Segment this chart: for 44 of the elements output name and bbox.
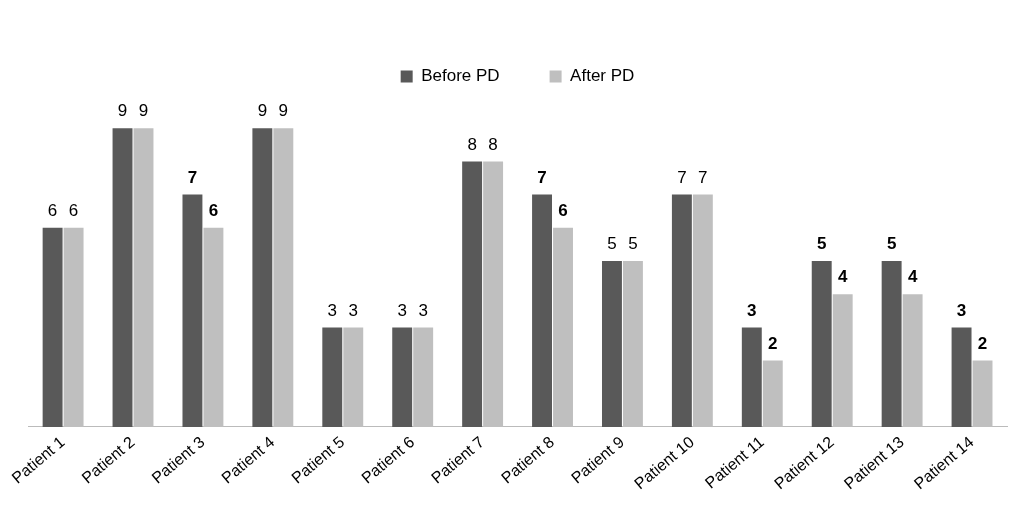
data-label: 3 — [418, 300, 428, 320]
data-label: 2 — [977, 333, 988, 353]
data-label: 5 — [628, 234, 638, 254]
data-label: 2 — [768, 333, 778, 353]
data-label: 9 — [138, 101, 149, 121]
bar — [811, 260, 832, 427]
bar — [671, 194, 692, 427]
data-label: 3 — [397, 300, 407, 320]
data-label: 3 — [747, 300, 757, 320]
data-label: 6 — [47, 200, 58, 220]
bar — [42, 227, 63, 427]
bar — [602, 260, 622, 427]
bar — [951, 327, 972, 427]
data-label: 5 — [607, 234, 617, 254]
data-label: 3 — [956, 300, 967, 320]
bar — [182, 194, 203, 427]
data-label: 9 — [278, 101, 289, 121]
data-label: 8 — [488, 134, 498, 154]
data-label: 7 — [677, 167, 687, 187]
data-label: 7 — [187, 167, 198, 187]
bar — [741, 327, 762, 427]
legend-label: After PD — [570, 66, 635, 86]
data-label: 8 — [467, 134, 477, 154]
data-label: 6 — [208, 200, 219, 220]
bar — [881, 260, 902, 427]
bar — [112, 128, 133, 427]
data-label: 5 — [886, 234, 897, 254]
data-label: 9 — [117, 101, 128, 121]
data-label: 6 — [68, 200, 79, 220]
data-label: 5 — [816, 234, 827, 254]
bar — [462, 161, 483, 427]
bar — [252, 128, 273, 427]
bar — [322, 327, 343, 427]
data-label: 3 — [348, 300, 358, 320]
data-label: 9 — [257, 101, 268, 121]
bar — [392, 327, 413, 427]
legend-label: Before PD — [421, 66, 500, 86]
data-label: 4 — [907, 267, 918, 287]
data-label: 3 — [327, 300, 338, 320]
bar — [532, 194, 552, 427]
data-label: 7 — [698, 167, 708, 187]
data-label: 6 — [558, 200, 568, 220]
data-label: 4 — [837, 267, 848, 287]
data-label: 7 — [537, 167, 547, 187]
